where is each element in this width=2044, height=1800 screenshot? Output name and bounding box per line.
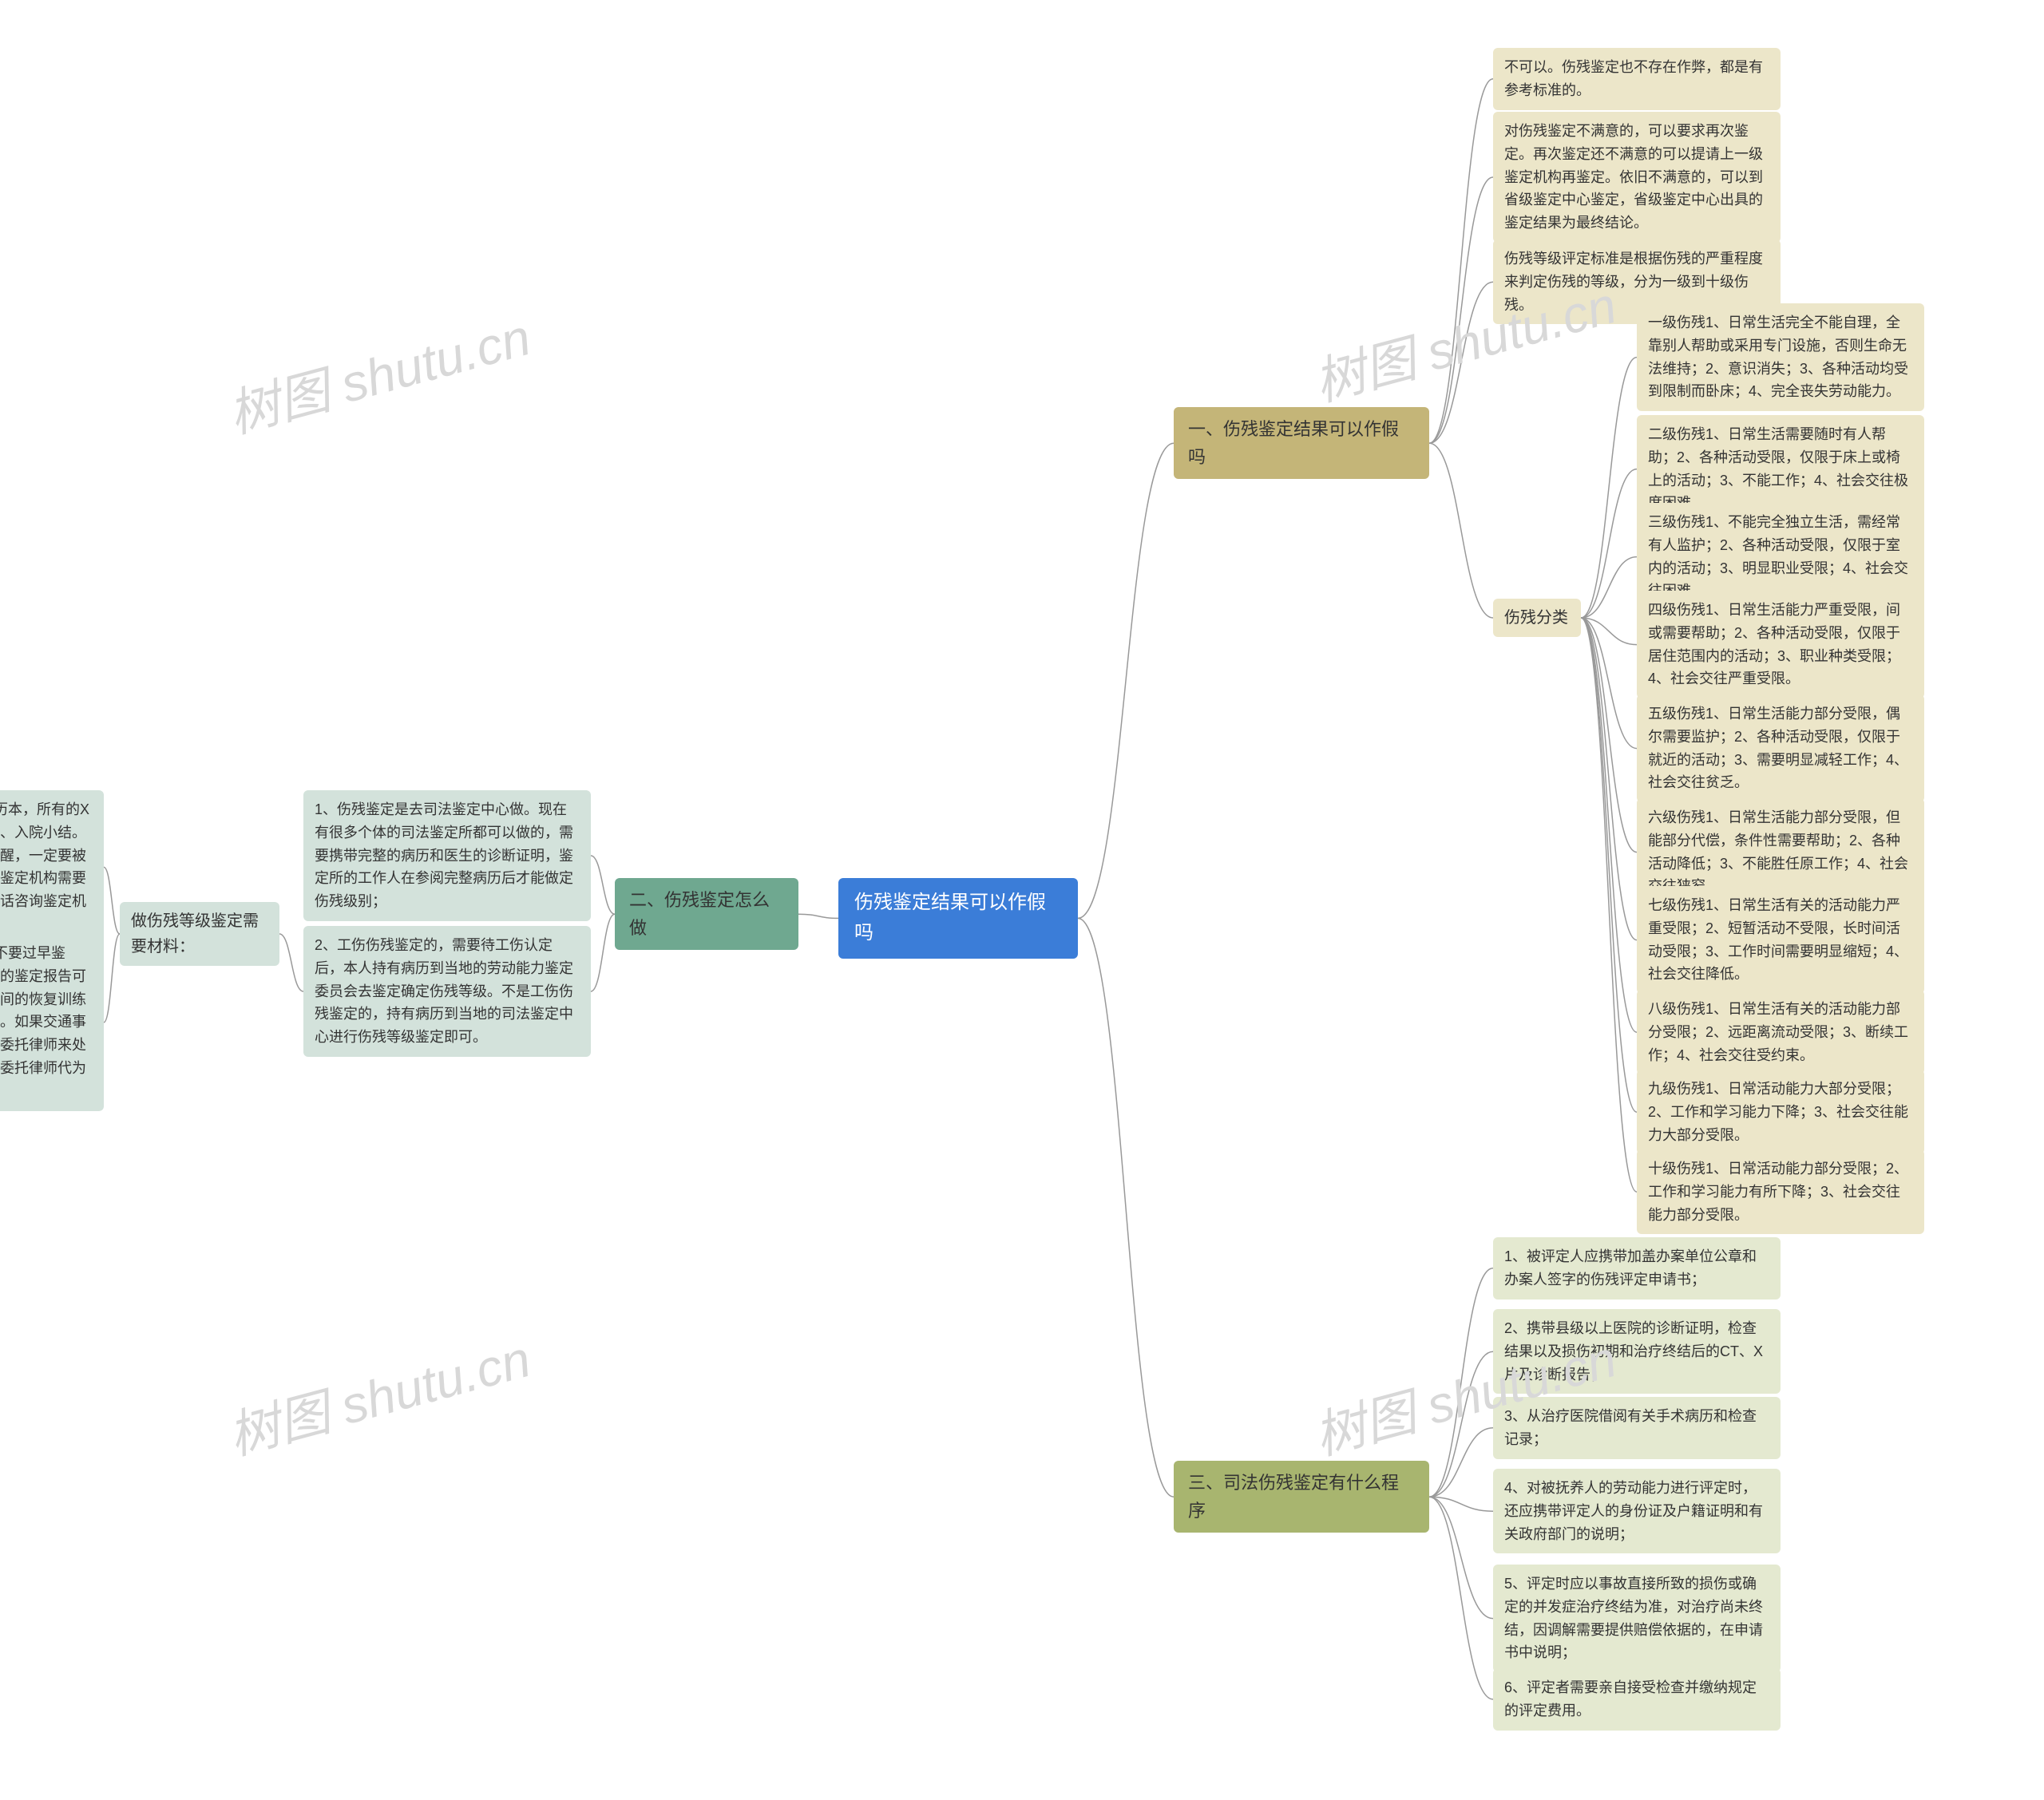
root-node: 伤残鉴定结果可以作假吗 xyxy=(838,878,1078,959)
branch-node: 三、司法伤残鉴定有什么程序 xyxy=(1174,1461,1429,1533)
leaf-node: （1）病历本及住院的大病历本，所有的X片子，交通事故认定书，出、入院小结。被鉴定… xyxy=(0,790,104,944)
leaf-node: 2、工伤伤残鉴定的，需要待工伤认定后，本人持有病历到当地的劳动能力鉴定委员会去鉴… xyxy=(303,926,591,1057)
leaf-node: 五级伤残1、日常生活能力部分受限，偶尔需要监护；2、各种活动受限，仅限于就近的活… xyxy=(1637,694,1924,802)
leaf-node: 4、对被抚养人的劳动能力进行评定时，还应携带评定人的身份证及户籍证明和有关政府部… xyxy=(1493,1469,1781,1553)
sub-node: 伤残分类 xyxy=(1493,599,1581,637)
leaf-node: 八级伤残1、日常生活有关的活动能力部分受限；2、远距离流动受限；3、断续工作；4… xyxy=(1637,990,1924,1074)
leaf-node: 四级伤残1、日常生活能力严重受限，间或需要帮助；2、各种活动受限，仅限于居住范围… xyxy=(1637,591,1924,698)
watermark: 树图 shutu.cn xyxy=(220,296,537,447)
leaf-node: 6、评定者需要亲自接受检查并缴纳规定的评定费用。 xyxy=(1493,1668,1781,1731)
leaf-node: 七级伤残1、日常生活有关的活动能力严重受限；2、短暂活动不受限，长时间活动受限；… xyxy=(1637,886,1924,994)
leaf-node: 十级伤残1、日常活动能力部分受限；2、工作和学习能力有所下降；3、社会交往能力部… xyxy=(1637,1149,1924,1234)
leaf-node: 3、从治疗医院借阅有关手术病历和检查记录； xyxy=(1493,1397,1781,1459)
leaf-node: 一级伤残1、日常生活完全不能自理，全靠别人帮助或采用专门设施，否则生命无法维持；… xyxy=(1637,303,1924,411)
leaf-node: 九级伤残1、日常活动能力大部分受限；2、工作和学习能力下降；3、社会交往能力大部… xyxy=(1637,1070,1924,1154)
sub-node: 做伤残等级鉴定需要材料： xyxy=(120,902,279,966)
watermark: 树图 shutu.cn xyxy=(220,1318,537,1469)
leaf-node: 不可以。伤残鉴定也不存在作弊，都是有参考标准的。 xyxy=(1493,48,1781,110)
leaf-node: 对伤残鉴定不满意的，可以要求再次鉴定。再次鉴定还不满意的可以提请上一级鉴定机构再… xyxy=(1493,112,1781,243)
leaf-node: 1、伤残鉴定是去司法鉴定中心做。现在有很多个体的司法鉴定所都可以做的，需要携带完… xyxy=(303,790,591,921)
leaf-node: 1、被评定人应携带加盖办案单位公章和办案人签字的伤残评定申请书； xyxy=(1493,1237,1781,1300)
leaf-node: 5、评定时应以事故直接所致的损伤或确定的并发症治疗终结为准，对治疗尚未终结，因调… xyxy=(1493,1565,1781,1672)
leaf-node: 2、携带县级以上医院的诊断证明，检查结果以及损伤初期和治疗终结后的CT、X片及诊… xyxy=(1493,1309,1781,1394)
branch-node: 一、伤残鉴定结果可以作假吗 xyxy=(1174,407,1429,479)
leaf-node: （2）交通事故伤残鉴定即不要过早鉴定，不要迟迟不鉴定。前者的鉴定报告可能被推翻，… xyxy=(0,934,104,1111)
branch-node: 二、伤残鉴定怎么做 xyxy=(615,878,798,950)
